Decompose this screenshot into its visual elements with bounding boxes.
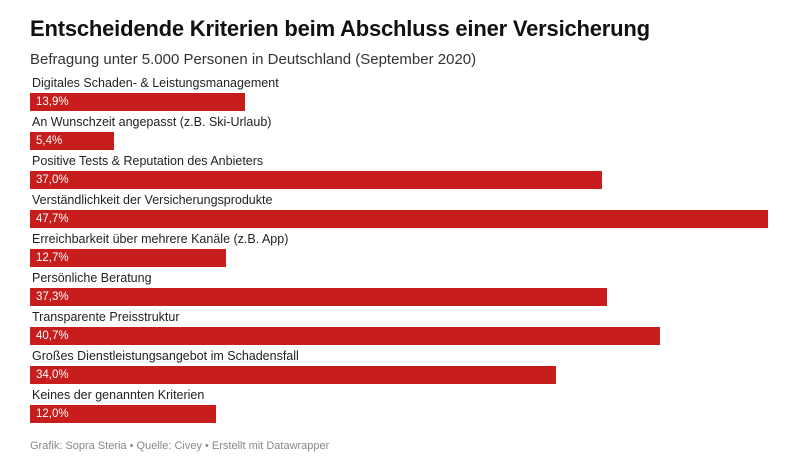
category-label: An Wunschzeit angepasst (z.B. Ski-Urlaub… xyxy=(32,115,272,129)
chart-subtitle: Befragung unter 5.000 Personen in Deutsc… xyxy=(30,51,477,68)
bar-row: Persönliche Beratung 37,3% xyxy=(30,271,770,310)
category-label: Großes Dienstleistungsangebot im Schaden… xyxy=(32,349,299,363)
bar-value-label: 12,7% xyxy=(36,252,69,264)
bar xyxy=(30,249,226,267)
bar-row: Erreichbarkeit über mehrere Kanäle (z.B.… xyxy=(30,232,770,271)
chart-title: Entscheidende Kriterien beim Abschluss e… xyxy=(30,16,650,41)
bar-value-label: 37,3% xyxy=(36,291,69,303)
bar xyxy=(30,327,660,345)
bar-row: Keines der genannten Kriterien 12,0% xyxy=(30,388,770,427)
bar xyxy=(30,210,768,228)
category-label: Transparente Preisstruktur xyxy=(32,310,180,324)
bar-value-label: 34,0% xyxy=(36,369,69,381)
bar-row: Positive Tests & Reputation des Anbieter… xyxy=(30,154,770,193)
bar-value-label: 13,9% xyxy=(36,96,69,108)
category-label: Verständlichkeit der Versicherungsproduk… xyxy=(32,193,273,207)
category-label: Persönliche Beratung xyxy=(32,271,152,285)
bar xyxy=(30,93,245,111)
bar-value-label: 12,0% xyxy=(36,408,69,420)
category-label: Positive Tests & Reputation des Anbieter… xyxy=(32,154,264,168)
category-label: Erreichbarkeit über mehrere Kanäle (z.B.… xyxy=(32,232,289,246)
bar xyxy=(30,288,607,306)
bar xyxy=(30,132,114,150)
bar-row: Digitales Schaden- & Leistungsmanagement… xyxy=(30,76,770,115)
bar-row: Großes Dienstleistungsangebot im Schaden… xyxy=(30,349,770,388)
bar xyxy=(30,171,602,189)
bar-row: Verständlichkeit der Versicherungsproduk… xyxy=(30,193,770,232)
bar-value-label: 5,4% xyxy=(36,135,63,147)
bar xyxy=(30,405,216,423)
bar-row: An Wunschzeit angepasst (z.B. Ski-Urlaub… xyxy=(30,115,770,154)
bar-rows: Digitales Schaden- & Leistungsmanagement… xyxy=(30,76,770,427)
bar-value-label: 40,7% xyxy=(36,330,69,342)
chart-footer: Grafik: Sopra Steria • Quelle: Civey • E… xyxy=(30,440,330,452)
bar-value-label: 37,0% xyxy=(36,174,69,186)
category-label: Digitales Schaden- & Leistungsmanagement xyxy=(32,76,279,90)
category-label: Keines der genannten Kriterien xyxy=(32,388,205,402)
bar-row: Transparente Preisstruktur 40,7% xyxy=(30,310,770,349)
bar-value-label: 47,7% xyxy=(36,213,69,225)
bar xyxy=(30,366,556,384)
